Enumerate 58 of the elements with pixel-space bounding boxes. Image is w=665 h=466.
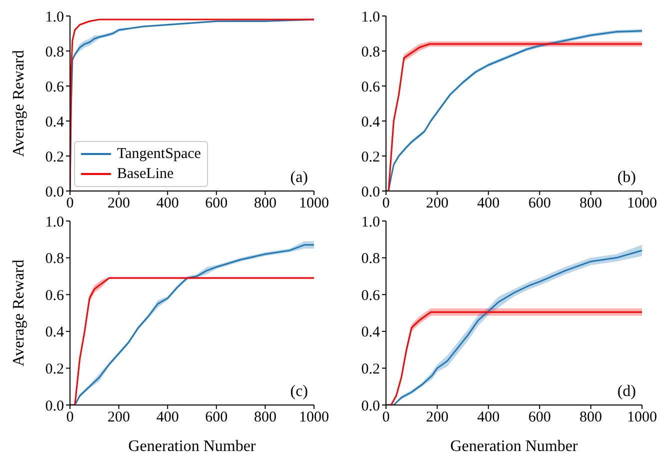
y-tick-label: 0.0 [45, 398, 64, 414]
y-axis-title: Average Reward [10, 50, 28, 157]
x-tick-label: 800 [580, 196, 602, 212]
y-tick-label: 0.2 [361, 362, 380, 378]
y-axis-title: Average Reward [10, 260, 28, 366]
x-tick-label: 400 [477, 196, 500, 212]
y-tick-label: 1.0 [361, 214, 380, 230]
y-tick-label: 0.0 [45, 184, 64, 200]
annotation: (a) [290, 169, 308, 187]
x-tick-label: 400 [156, 196, 179, 212]
y-tick-label: 0.2 [361, 149, 380, 166]
x-tick-label: 1000 [627, 196, 657, 212]
x-tick-label: 600 [528, 410, 551, 426]
y-tick-label: 1.0 [45, 214, 64, 230]
y-tick-label: 1.0 [45, 9, 64, 26]
y-tick-label: 0.4 [45, 324, 64, 341]
x-tick-label: 800 [254, 410, 276, 426]
x-tick-label: 400 [156, 410, 179, 426]
y-tick-label: 1.0 [361, 9, 380, 26]
y-tick-label: 0.6 [45, 288, 64, 304]
y-tick-label: 0.6 [361, 288, 380, 304]
x-tick-label: 200 [426, 196, 448, 212]
x-tick-label: 200 [426, 410, 448, 426]
x-axis-title: Generation Number [450, 438, 578, 455]
y-tick-label: 0.8 [45, 44, 64, 60]
x-tick-label: 200 [108, 410, 130, 426]
x-tick-label: 600 [205, 410, 228, 426]
y-tick-label: 0.2 [45, 149, 64, 166]
x-tick-label: 600 [528, 196, 551, 212]
x-tick-label: 0 [66, 410, 74, 426]
x-tick-label: 1000 [299, 410, 329, 426]
x-tick-label: 0 [382, 410, 390, 426]
x-tick-label: 1000 [299, 196, 329, 212]
y-tick-label: 0.8 [361, 44, 380, 60]
x-axis-title: Generation Number [128, 438, 256, 455]
x-tick-label: 0 [382, 196, 390, 212]
y-tick-label: 0.0 [361, 184, 380, 200]
x-tick-label: 400 [477, 410, 500, 426]
annotation: (c) [290, 383, 308, 401]
legend-label: TangentSpace [117, 145, 201, 164]
legend-label: BaseLine [117, 165, 174, 184]
x-tick-label: 800 [580, 410, 602, 426]
y-tick-label: 0.8 [45, 251, 64, 268]
y-tick-label: 0.0 [361, 398, 380, 414]
annotation: (b) [617, 169, 636, 187]
x-tick-label: 600 [205, 196, 228, 212]
y-tick-label: 0.8 [361, 251, 380, 268]
y-tick-label: 0.4 [361, 324, 380, 341]
x-tick-label: 800 [254, 196, 276, 212]
x-tick-label: 0 [66, 196, 74, 212]
x-tick-label: 1000 [627, 410, 657, 426]
x-tick-label: 200 [108, 196, 130, 212]
y-tick-label: 0.6 [45, 79, 64, 96]
annotation: (d) [617, 383, 636, 401]
y-tick-label: 0.4 [45, 114, 64, 130]
y-tick-label: 0.2 [45, 362, 64, 378]
y-tick-label: 0.4 [361, 114, 380, 130]
y-tick-label: 0.6 [361, 79, 380, 96]
